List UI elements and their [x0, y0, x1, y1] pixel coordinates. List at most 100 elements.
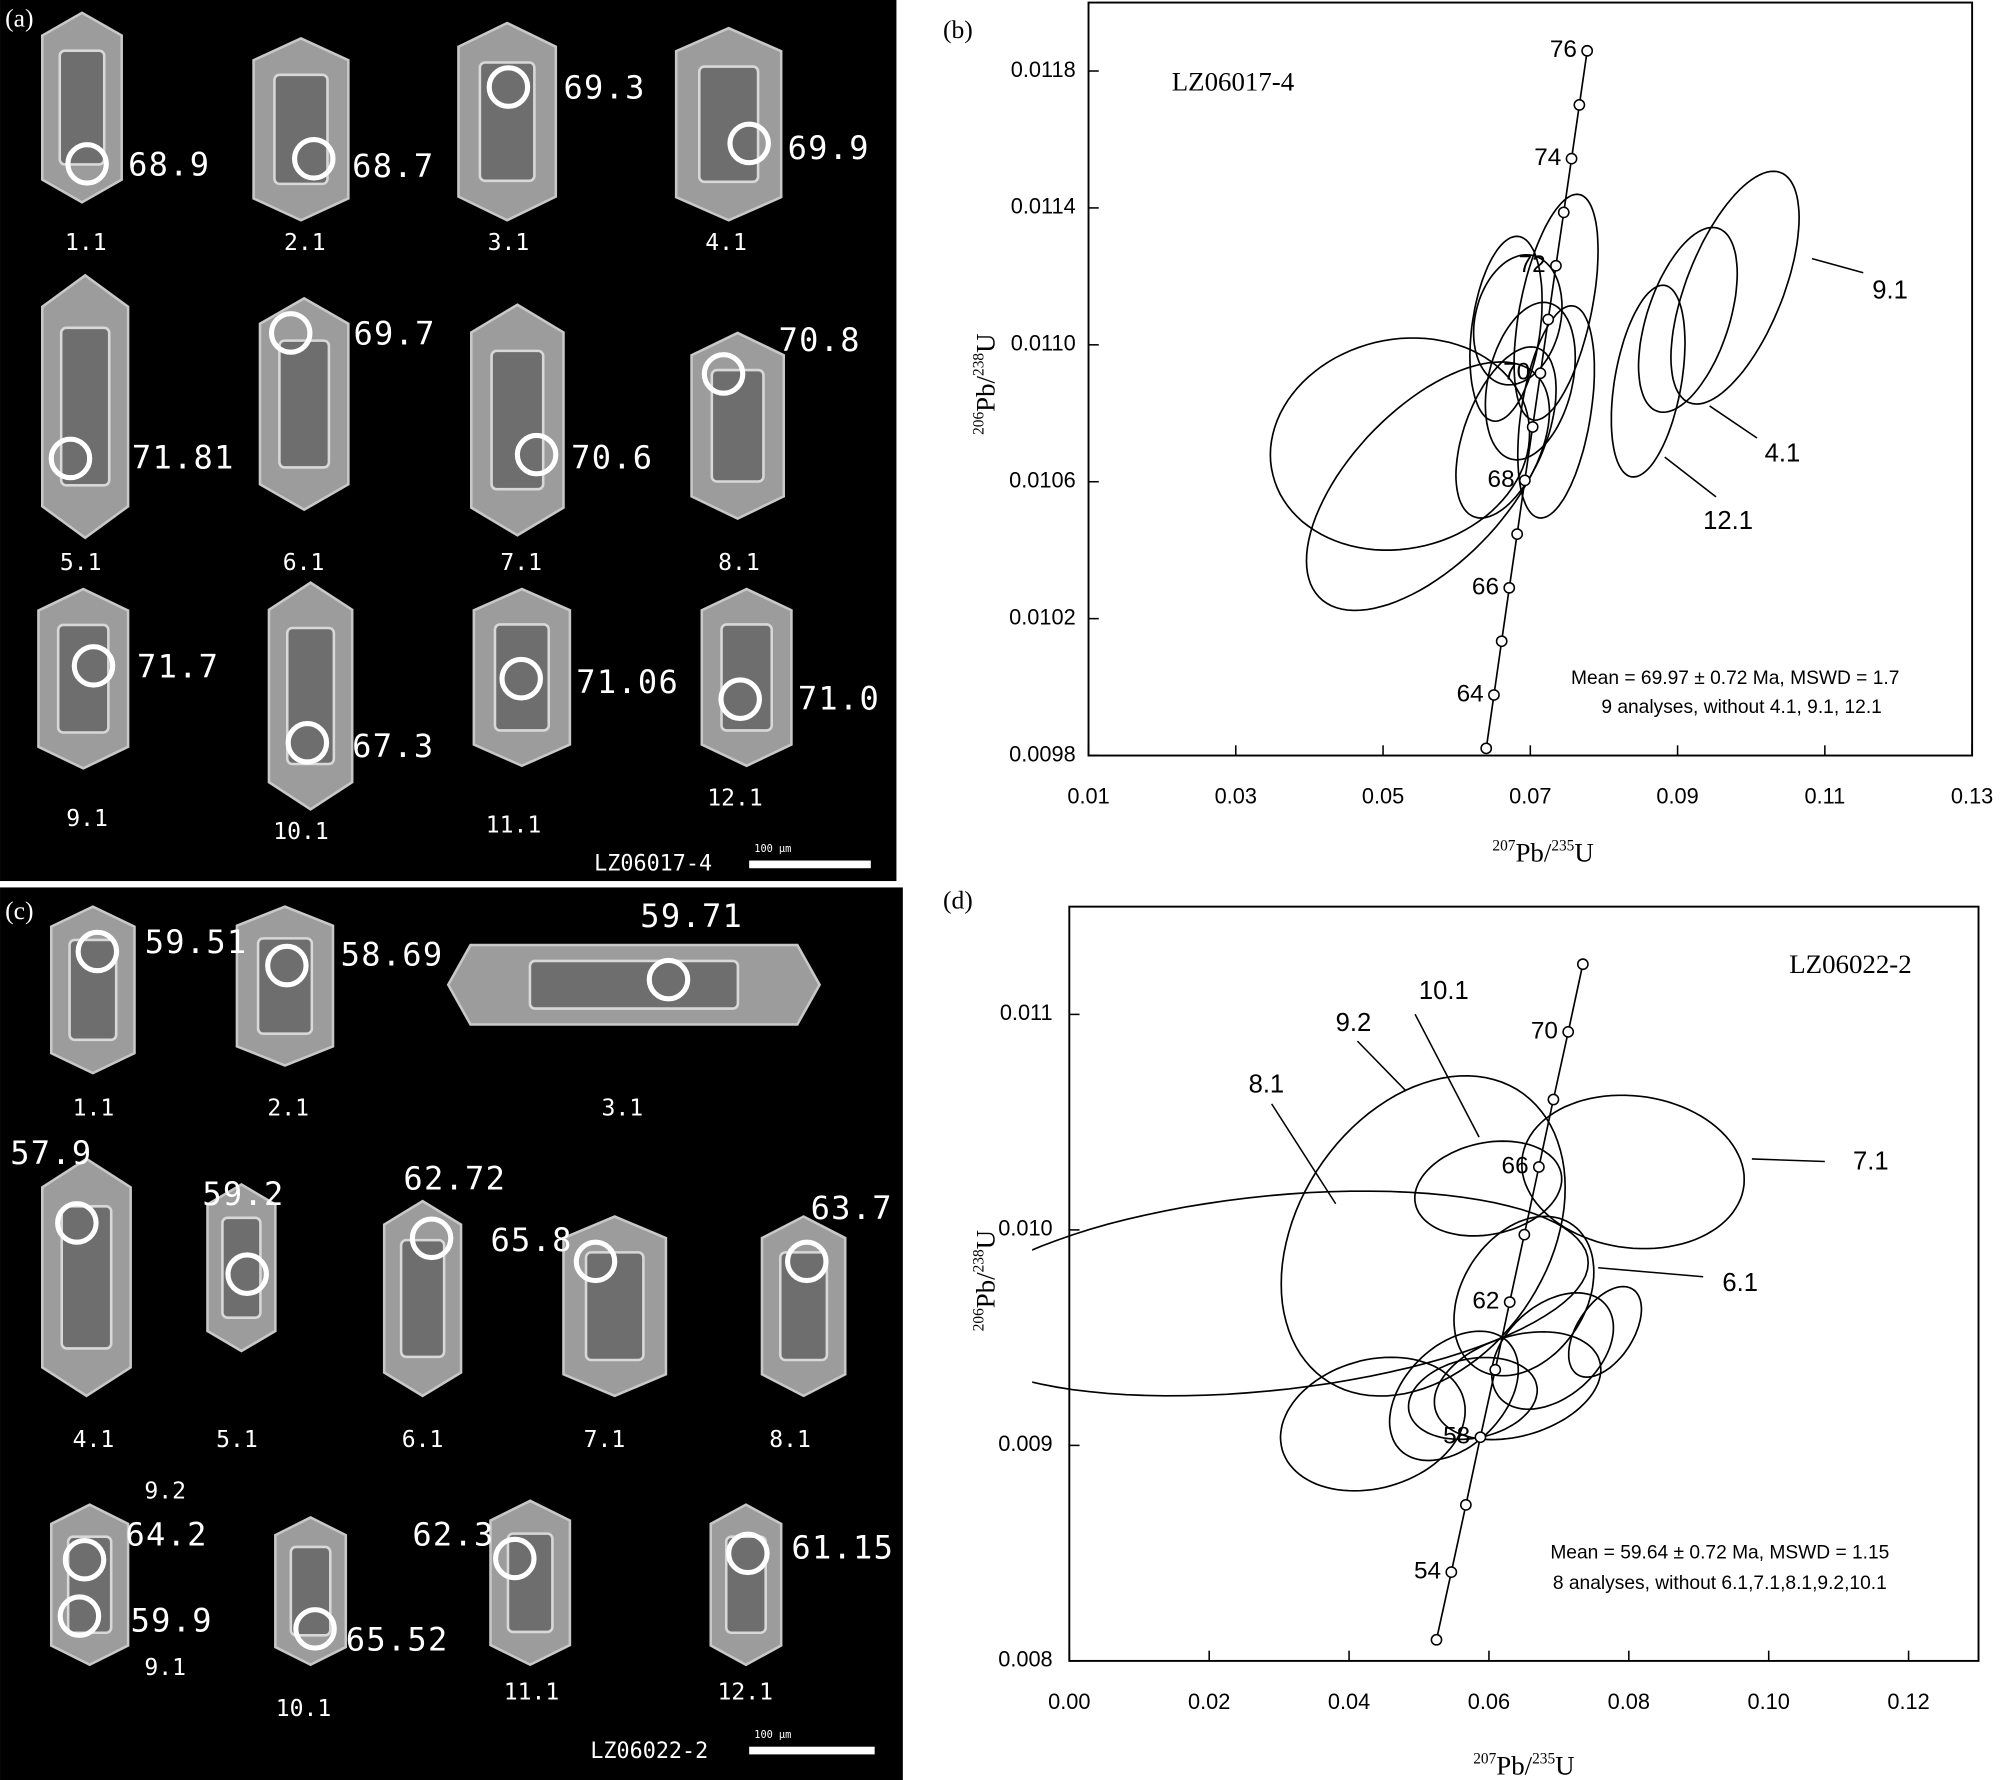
zircon-zoning: [528, 959, 740, 1010]
error-ellipse: [1269, 337, 1531, 551]
grain-id: 6.1: [283, 550, 325, 576]
sample-name: LZ06017-4: [1172, 67, 1295, 97]
analysis-spot: [701, 352, 746, 396]
grain-id: 2.1: [267, 1095, 309, 1121]
error-ellipse: [1670, 170, 1800, 405]
grain-id: 3.1: [602, 1095, 644, 1121]
panel-label: (c): [5, 896, 33, 925]
concordia-point: [1480, 742, 1493, 755]
concordia-point: [1576, 958, 1589, 971]
y-tick-label: 0.011: [1000, 1000, 1053, 1025]
ellipse-label: 7.1: [1853, 1148, 1889, 1176]
error-ellipse: [1637, 226, 1739, 414]
y-tick-label: 0.008: [998, 1647, 1052, 1672]
ellipse-label: 9.1: [1872, 277, 1908, 305]
grain-id: 9.1: [66, 806, 108, 832]
concordia-point: [1550, 259, 1562, 272]
analysis-spot: [62, 1537, 107, 1582]
analysis-spot: [499, 656, 543, 701]
analysis-spot: [285, 720, 330, 765]
spot-age: 71.0: [798, 679, 880, 717]
y-tick-label: 0.0110: [1011, 331, 1076, 356]
spot-age: 68.7: [352, 147, 434, 185]
x-tick-label: 0.08: [1608, 1689, 1650, 1714]
y-tick-label: 0.0106: [1009, 467, 1076, 492]
spot-age: 71.7: [137, 647, 219, 685]
grain-id: 9.1: [144, 1655, 186, 1681]
spot-age: 59.2: [202, 1175, 284, 1213]
concordia-age-label: 66: [1502, 1152, 1529, 1179]
analysis-spot: [726, 1531, 770, 1576]
analysis-spot: [718, 677, 762, 721]
sample-name: LZ06022-2: [1789, 949, 1911, 979]
label-leader: [1811, 257, 1864, 274]
grain-id: 11.1: [504, 1679, 560, 1705]
grain-id: 10.1: [276, 1696, 332, 1722]
concordia-age-label: 72: [1519, 251, 1546, 278]
zircon-zoning: [478, 61, 536, 183]
x-tick-label: 0.02: [1188, 1689, 1230, 1714]
concordia-age-label: 54: [1414, 1558, 1441, 1585]
concordia-age-label: 62: [1472, 1288, 1499, 1315]
x-tick-label: 0.01: [1067, 784, 1109, 809]
x-axis-label: 207Pb/235U: [1492, 837, 1593, 867]
grain-id: 11.1: [486, 812, 542, 838]
spot-age: 67.3: [352, 727, 434, 765]
sample-name: LZ06022-2: [590, 1739, 708, 1764]
y-tick-label: 0.0118: [1011, 57, 1076, 82]
concordia-point: [1430, 1633, 1443, 1646]
zircon-zoning: [278, 339, 331, 469]
concordia-point: [1474, 1431, 1487, 1444]
analysis-spot: [48, 436, 93, 481]
grain-id: 1.1: [73, 1095, 115, 1121]
plot-frame: [1087, 1, 1974, 757]
y-tick-label: 0.009: [998, 1431, 1052, 1456]
plot-frame: [1068, 905, 1980, 1662]
error-ellipse: [1455, 346, 1557, 519]
label-leader: [1356, 1040, 1407, 1092]
spot-age: 62.72: [403, 1160, 506, 1198]
y-tick-label: 0.0098: [1009, 741, 1076, 766]
concordia-point: [1503, 1296, 1516, 1308]
zircon-zoning: [58, 49, 106, 166]
ellipse-group: [1269, 170, 1800, 612]
analysis-spot: [727, 121, 771, 166]
analysis-spot: [75, 929, 120, 974]
error-ellipse: [1305, 361, 1551, 612]
label-leader: [1664, 456, 1717, 498]
label-leader: [1751, 1158, 1825, 1163]
grain-id: 4.1: [705, 230, 747, 256]
ellipse-label: 6.1: [1722, 1269, 1758, 1297]
label-leader: [1709, 405, 1758, 439]
spot-age: 69.7: [353, 315, 435, 353]
error-ellipse: [1453, 1215, 1595, 1377]
ellipse-label: 9.2: [1336, 1009, 1372, 1037]
spot-age: 63.7: [811, 1189, 893, 1227]
analysis-spot: [65, 142, 109, 186]
zircon-zoning: [399, 1238, 446, 1359]
analysis-spot: [785, 1239, 829, 1284]
ellipse-label: 12.1: [1703, 507, 1753, 535]
zircon-zoning: [710, 368, 765, 483]
grain-id: 12.1: [718, 1679, 774, 1705]
x-tick-label: 0.12: [1887, 1689, 1929, 1714]
panel-label: (a): [5, 3, 33, 32]
analysis-spot: [292, 137, 336, 181]
analysis-spot: [409, 1216, 454, 1261]
concordia-point: [1518, 1228, 1531, 1241]
spot-age: 70.6: [571, 439, 653, 477]
annotation: 8 analyses, without 6.1,7.1,8.1,9.2,10.1: [1553, 1573, 1887, 1594]
concordia-point: [1503, 581, 1516, 594]
concordia-point: [1495, 635, 1508, 648]
label-leader: [1270, 1103, 1337, 1205]
analysis-spot: [486, 65, 531, 109]
sample-name: LZ06017-4: [594, 851, 712, 876]
error-ellipse: [1610, 284, 1686, 478]
analysis-spot: [225, 1252, 269, 1296]
error-ellipse: [1280, 1074, 1566, 1397]
analysis-spot: [55, 1201, 99, 1245]
error-ellipse: [1413, 1140, 1563, 1237]
grain-id: 8.1: [769, 1427, 811, 1453]
x-tick-label: 0.07: [1509, 784, 1551, 809]
